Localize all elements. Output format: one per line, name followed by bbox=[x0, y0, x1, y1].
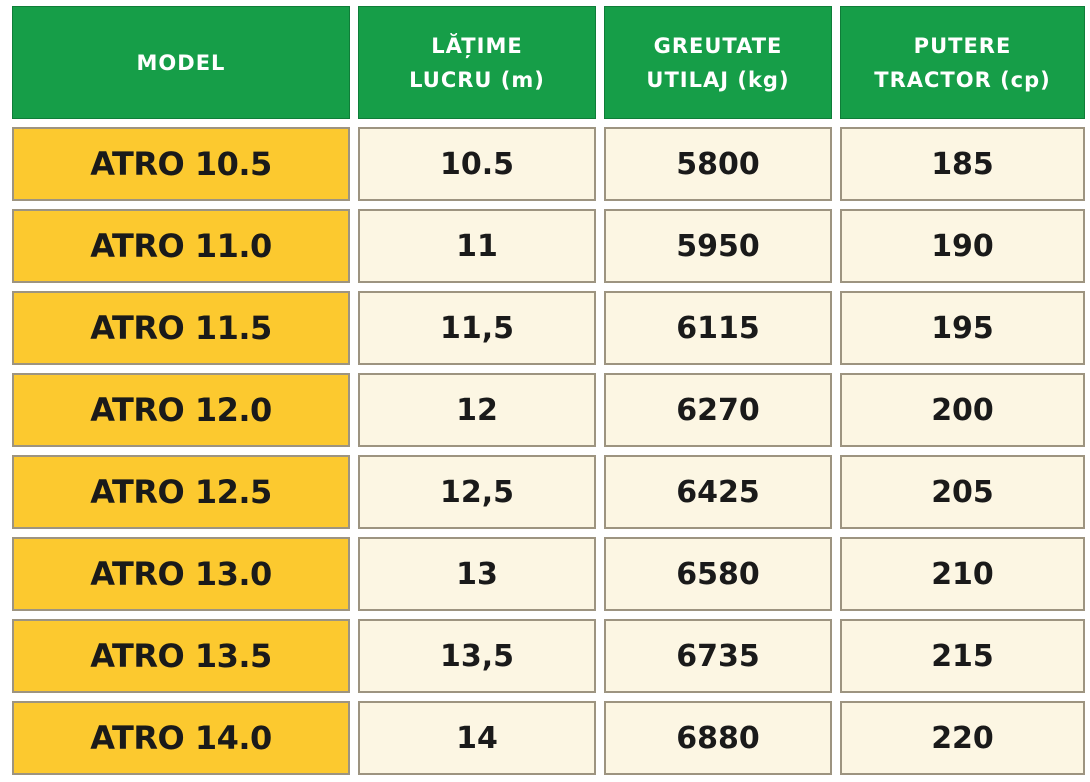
cell-putere: 195 bbox=[840, 291, 1085, 365]
header-greutate: GREUTATE UTILAJ (kg) bbox=[604, 6, 832, 119]
cell-greutate: 5950 bbox=[604, 209, 832, 283]
cell-putere: 215 bbox=[840, 619, 1085, 693]
cell-greutate: 6425 bbox=[604, 455, 832, 529]
cell-latime: 11,5 bbox=[358, 291, 596, 365]
cell-greutate: 6735 bbox=[604, 619, 832, 693]
header-putere-line2: TRACTOR (cp) bbox=[874, 67, 1051, 92]
cell-model: ATRO 13.0 bbox=[12, 537, 350, 611]
cell-greutate: 5800 bbox=[604, 127, 832, 201]
cell-model: ATRO 11.5 bbox=[12, 291, 350, 365]
cell-model: ATRO 13.5 bbox=[12, 619, 350, 693]
header-putere-line1: PUTERE bbox=[913, 33, 1012, 58]
header-model: MODEL bbox=[12, 6, 350, 119]
cell-latime: 13,5 bbox=[358, 619, 596, 693]
header-greutate-line1: GREUTATE bbox=[653, 33, 783, 58]
header-latime-line2: LUCRU (m) bbox=[409, 67, 545, 92]
header-latime: LĂȚIME LUCRU (m) bbox=[358, 6, 596, 119]
cell-latime: 10.5 bbox=[358, 127, 596, 201]
cell-greutate: 6270 bbox=[604, 373, 832, 447]
cell-latime: 12,5 bbox=[358, 455, 596, 529]
cell-greutate: 6580 bbox=[604, 537, 832, 611]
cell-putere: 185 bbox=[840, 127, 1085, 201]
cell-latime: 11 bbox=[358, 209, 596, 283]
cell-latime: 13 bbox=[358, 537, 596, 611]
header-latime-line1: LĂȚIME bbox=[431, 33, 523, 58]
cell-putere: 200 bbox=[840, 373, 1085, 447]
cell-model: ATRO 14.0 bbox=[12, 701, 350, 775]
header-model-line1: MODEL bbox=[136, 50, 226, 75]
cell-latime: 14 bbox=[358, 701, 596, 775]
cell-putere: 210 bbox=[840, 537, 1085, 611]
cell-model: ATRO 12.0 bbox=[12, 373, 350, 447]
cell-model: ATRO 11.0 bbox=[12, 209, 350, 283]
cell-greutate: 6880 bbox=[604, 701, 832, 775]
cell-model: ATRO 12.5 bbox=[12, 455, 350, 529]
header-putere: PUTERE TRACTOR (cp) bbox=[840, 6, 1085, 119]
cell-putere: 220 bbox=[840, 701, 1085, 775]
header-greutate-line2: UTILAJ (kg) bbox=[646, 67, 790, 92]
cell-greutate: 6115 bbox=[604, 291, 832, 365]
cell-putere: 190 bbox=[840, 209, 1085, 283]
cell-model: ATRO 10.5 bbox=[12, 127, 350, 201]
cell-latime: 12 bbox=[358, 373, 596, 447]
spec-table: MODEL LĂȚIME LUCRU (m) GREUTATE UTILAJ (… bbox=[12, 6, 1085, 775]
cell-putere: 205 bbox=[840, 455, 1085, 529]
